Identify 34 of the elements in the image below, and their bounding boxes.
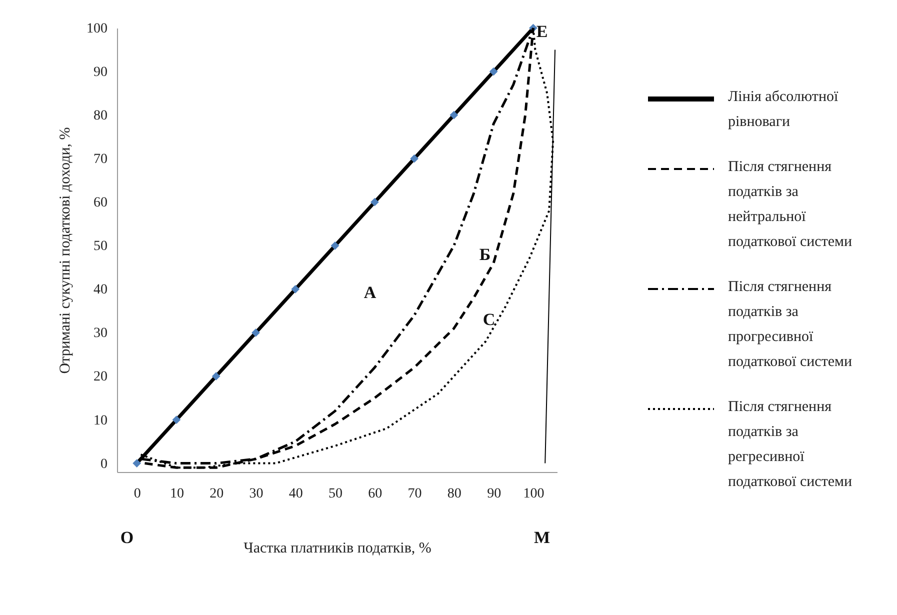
y-axis-title: Отримані сукупні податкові доходи, % — [58, 127, 74, 374]
x-tick-label: 70 — [408, 486, 422, 502]
text: M — [534, 528, 550, 547]
x-tick-label: 0 — [134, 486, 141, 502]
y-tick-label: 10 — [94, 413, 108, 428]
y-tick-label: 80 — [94, 108, 108, 124]
legend-label: Лінія абсолютної рівноваги — [728, 88, 840, 132]
x-axis-title: Частка платників податків, % — [244, 540, 432, 556]
y-tick-label: 50 — [94, 239, 108, 254]
y-tick-label: 100 — [86, 22, 108, 36]
x-tick-label: 20 — [210, 486, 224, 502]
y-tick-label: 70 — [94, 152, 108, 168]
x-tick-label: 90 — [487, 486, 502, 502]
x-tick-label: 60 — [368, 486, 382, 502]
x-tick-label: 80 — [447, 486, 462, 502]
x-tick-label: 100 — [523, 486, 544, 502]
y-tick-label: 20 — [94, 370, 108, 385]
y-tick-label: 30 — [94, 326, 108, 342]
y-tick-label: 90 — [94, 65, 108, 80]
y-tick-label: 60 — [94, 196, 108, 211]
x-tick-label: 10 — [170, 486, 184, 502]
legend-label: Після стягнення податків за нейтральної податкової системи — [728, 158, 854, 252]
legend-label: Після стягнення податків за регресивної податкової системи — [728, 398, 854, 492]
annotation: Б — [479, 245, 491, 264]
x-tick-label: 50 — [328, 486, 343, 502]
y-tick-label: 40 — [94, 282, 108, 298]
annotation: E — [536, 22, 548, 41]
annotation: C — [482, 310, 496, 329]
annotation: A — [364, 283, 377, 302]
x-tick-label: 40 — [288, 486, 303, 502]
legend-label: Після стягнення податків за прогресивної податкової системи — [728, 278, 854, 372]
text: O — [120, 528, 134, 547]
y-tick-label: 0 — [100, 456, 108, 472]
x-tick-label: 30 — [249, 486, 264, 502]
